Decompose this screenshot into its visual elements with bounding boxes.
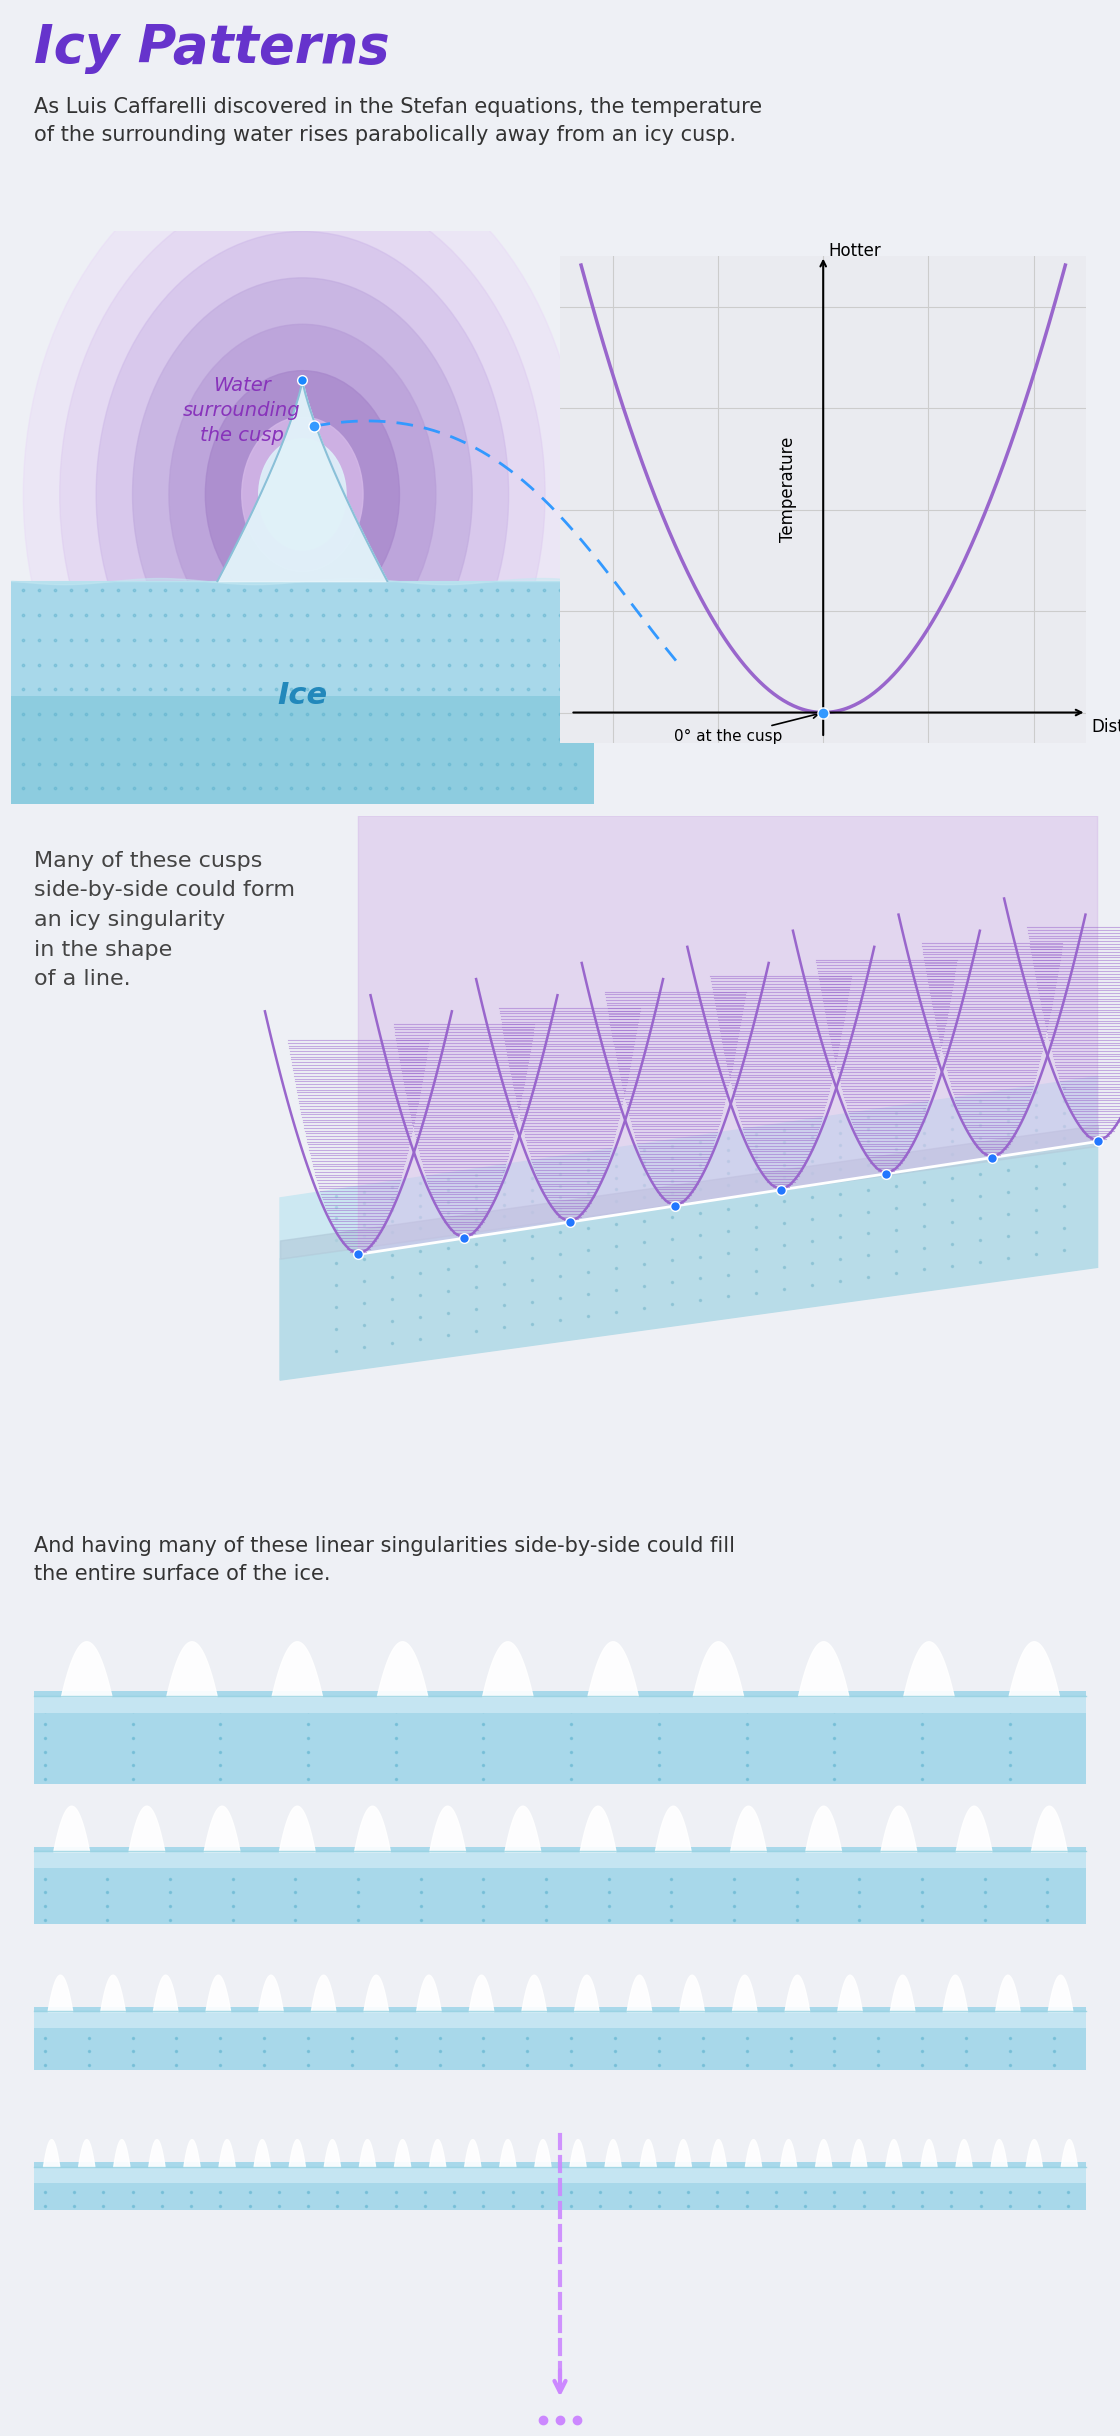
Bar — [34, 2166, 1086, 2183]
Polygon shape — [280, 1077, 1098, 1259]
Bar — [34, 1846, 1086, 1924]
Bar — [34, 1695, 1086, 1713]
Text: Temperature: Temperature — [778, 436, 796, 541]
Circle shape — [59, 185, 545, 804]
Text: Icy Patterns: Icy Patterns — [34, 22, 390, 73]
Text: And having many of these linear singularities side-by-side could fill
the entire: And having many of these linear singular… — [34, 1537, 735, 1583]
Circle shape — [132, 278, 473, 711]
Circle shape — [96, 231, 508, 758]
Circle shape — [259, 438, 346, 551]
Bar — [34, 2012, 1086, 2027]
Text: Hotter: Hotter — [829, 241, 881, 261]
Text: Distance: Distance — [1092, 719, 1120, 736]
Bar — [11, 582, 594, 804]
Text: Ice: Ice — [278, 682, 327, 709]
Bar — [34, 2007, 1086, 2071]
Polygon shape — [358, 816, 1098, 1255]
Circle shape — [242, 417, 363, 572]
Circle shape — [169, 324, 436, 665]
Text: Many of these cusps
side-by-side could form
an icy singularity
in the shape
of a: Many of these cusps side-by-side could f… — [34, 850, 295, 989]
Bar — [34, 1851, 1086, 1868]
Circle shape — [24, 139, 581, 850]
Circle shape — [205, 370, 400, 619]
Text: As Luis Caffarelli discovered in the Stefan equations, the temperature
of the su: As Luis Caffarelli discovered in the Ste… — [34, 97, 762, 146]
Bar — [34, 2163, 1086, 2209]
Text: Water
surrounding
the cusp: Water surrounding the cusp — [183, 378, 300, 446]
Bar — [11, 697, 594, 804]
Text: 0° at the cusp: 0° at the cusp — [674, 711, 819, 743]
Polygon shape — [280, 1145, 1098, 1381]
Bar — [34, 1691, 1086, 1783]
